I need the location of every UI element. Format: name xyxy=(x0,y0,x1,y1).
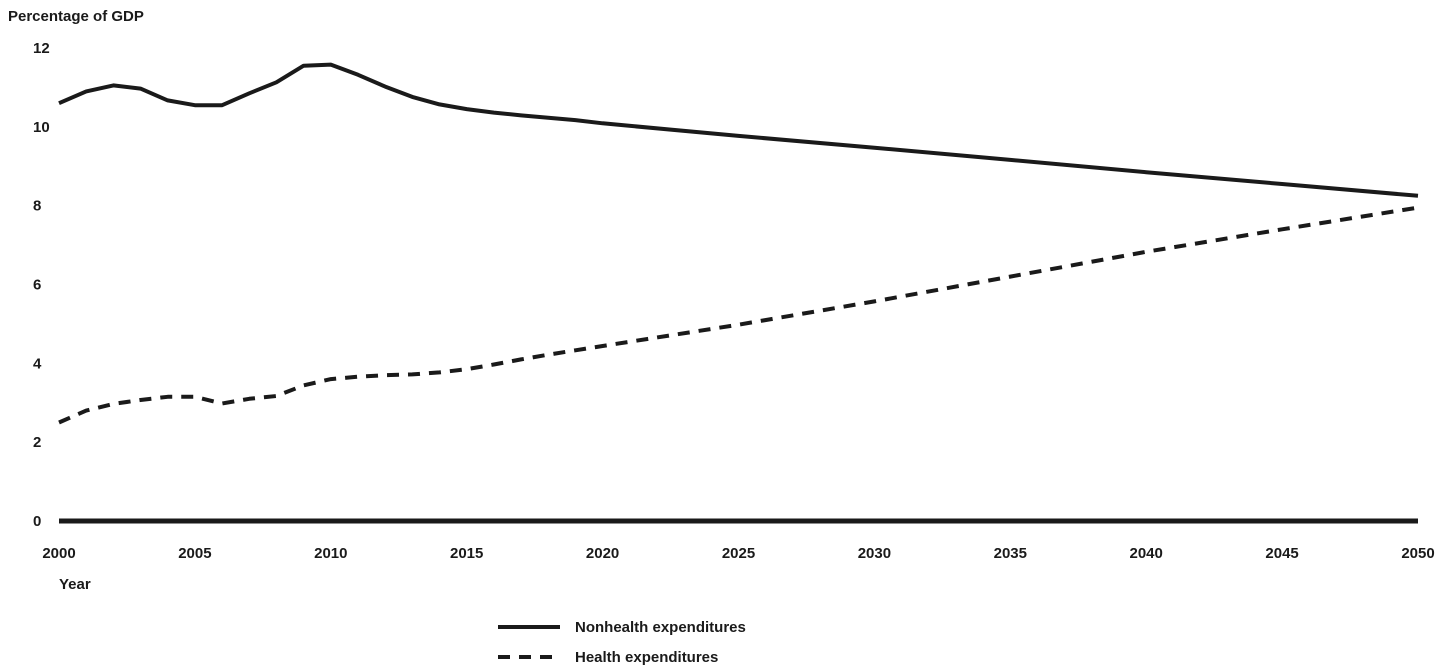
x-tick-label: 2040 xyxy=(1130,545,1163,562)
x-tick-label: 2010 xyxy=(314,545,347,562)
health-expenditures-line xyxy=(58,205,1419,425)
x-tick-label: 2035 xyxy=(994,545,1027,562)
y-tick-label: 10 xyxy=(33,119,50,136)
x-tick-label: 2050 xyxy=(1401,545,1434,562)
y-tick-label: 2 xyxy=(33,434,41,451)
x-tick-label: 2020 xyxy=(586,545,619,562)
y-axis-label: Percentage of GDP xyxy=(8,8,144,25)
x-tick-label: 2015 xyxy=(450,545,483,562)
y-tick-label: 4 xyxy=(33,355,42,372)
x-tick-label: 2000 xyxy=(42,545,75,562)
series-lines xyxy=(58,62,1419,425)
x-tick-label: 2045 xyxy=(1265,545,1298,562)
legend: Nonhealth expenditures Health expenditur… xyxy=(498,619,746,666)
y-tick-label: 0 xyxy=(33,513,41,530)
x-tick-labels: 2000 2005 2010 2015 2020 2025 2030 2035 2040 2045… xyxy=(42,545,1434,562)
x-tick-label: 2005 xyxy=(178,545,211,562)
x-axis-label: Year xyxy=(59,576,91,593)
nonhealth-expenditures-line xyxy=(58,62,1419,198)
legend-label-health: Health expenditures xyxy=(575,649,718,666)
x-tick-label: 2030 xyxy=(858,545,891,562)
y-tick-label: 6 xyxy=(33,277,41,294)
y-tick-labels: 0 2 4 6 8 10 12 xyxy=(33,40,50,530)
y-tick-label: 8 xyxy=(33,198,41,215)
legend-label-nonhealth: Nonhealth expenditures xyxy=(575,619,746,636)
y-tick-label: 12 xyxy=(33,40,50,57)
x-tick-label: 2025 xyxy=(722,545,755,562)
